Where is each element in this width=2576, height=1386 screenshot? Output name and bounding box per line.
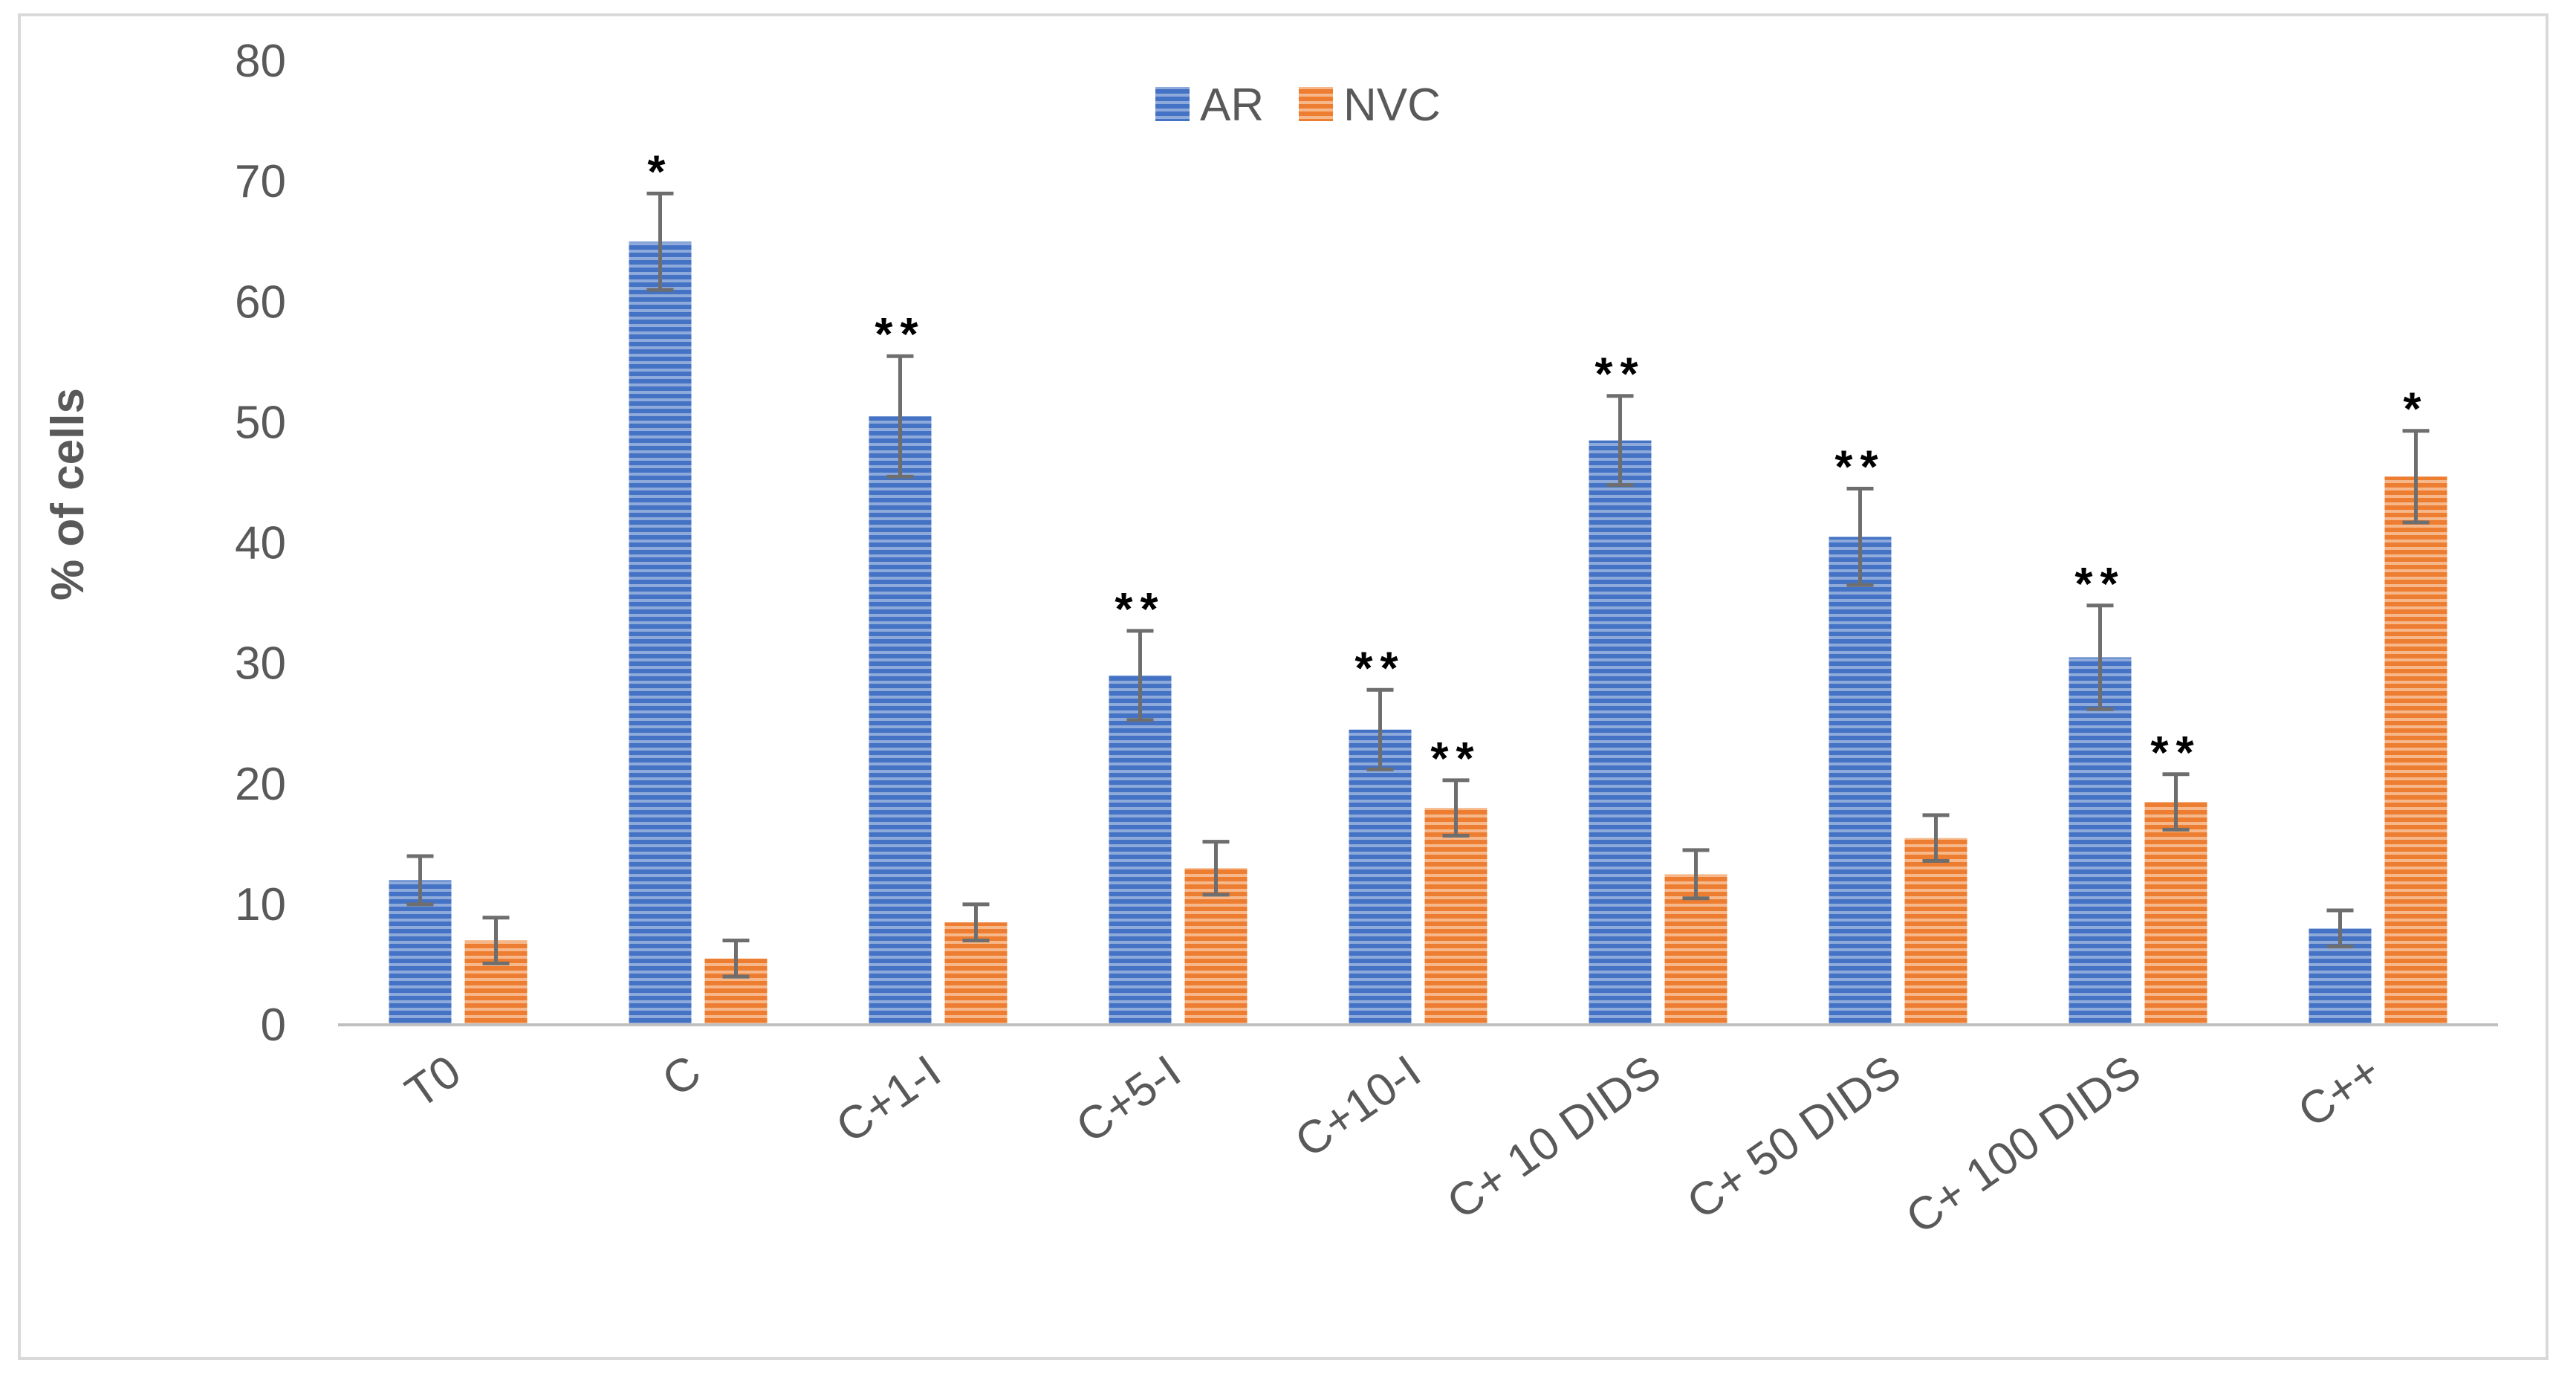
bar-ar-5 [1589,440,1652,1025]
legend-swatch-nvc [1299,87,1333,121]
significance-marker: * [647,146,672,198]
x-tick-label: C+ 100 DIDS [1897,1046,2150,1244]
y-tick-label: 60 [235,276,286,328]
bar-nvc-4 [1424,808,1487,1025]
legend: AR NVC [1155,80,1441,131]
bar-nvc-6 [1904,838,1967,1025]
y-tick-label: 20 [235,759,286,810]
x-tick-label: C+1-I [827,1046,950,1153]
y-tick-label: 70 [235,156,286,207]
bar-nvc-7 [2144,802,2207,1025]
y-tick-label: 30 [235,638,286,690]
bar-nvc-8 [2384,476,2447,1025]
y-tick-label: 0 [261,1000,286,1051]
legend-label-nvc: NVC [1343,80,1441,131]
significance-marker: * [2403,384,2428,435]
significance-marker: ** [1834,442,1885,493]
bar-ar-6 [1829,537,1892,1025]
y-axis-label: % of cells [42,388,94,600]
bars [389,242,2447,1025]
y-tick-label: 10 [235,879,286,930]
x-tick-label: C+10-I [1286,1046,1430,1168]
bar-ar-3 [1109,675,1172,1025]
x-tick-label: C++ [2289,1046,2390,1138]
significance-marker: ** [2150,728,2201,779]
x-tick-label: T0 [397,1046,470,1118]
significance-marker: ** [875,309,925,360]
y-axis-ticks: 0 10 20 30 40 50 60 70 80 [235,36,286,1051]
significance-marker: ** [1115,584,1165,635]
significance-marker: ** [2074,559,2125,610]
legend-swatch-ar [1155,87,1190,121]
error-bars [406,191,2430,979]
significance-markers: *************** *** [647,146,2428,785]
x-tick-label: C+5-I [1067,1046,1190,1153]
x-axis-categories: T0 C C+1-I C+5-I C+10-I C+ 10 DIDS C+ 50 DIDSC… [397,1046,2390,1244]
legend-label-ar: AR [1200,80,1264,131]
bar-ar-2 [869,416,932,1025]
x-tick-label: C [653,1046,710,1107]
y-tick-label: 80 [235,36,286,87]
bar-ar-4 [1349,729,1412,1025]
bar-ar-1 [629,242,692,1025]
significance-marker: ** [1354,643,1405,694]
x-tick-label: C+ 50 DIDS [1678,1046,1910,1229]
y-tick-label: 40 [235,518,286,569]
significance-marker: ** [1430,734,1481,785]
significance-marker: ** [1594,349,1645,401]
y-tick-label: 50 [235,397,286,448]
bar-ar-7 [2069,657,2132,1025]
x-tick-label: C+ 10 DIDS [1438,1046,1670,1229]
